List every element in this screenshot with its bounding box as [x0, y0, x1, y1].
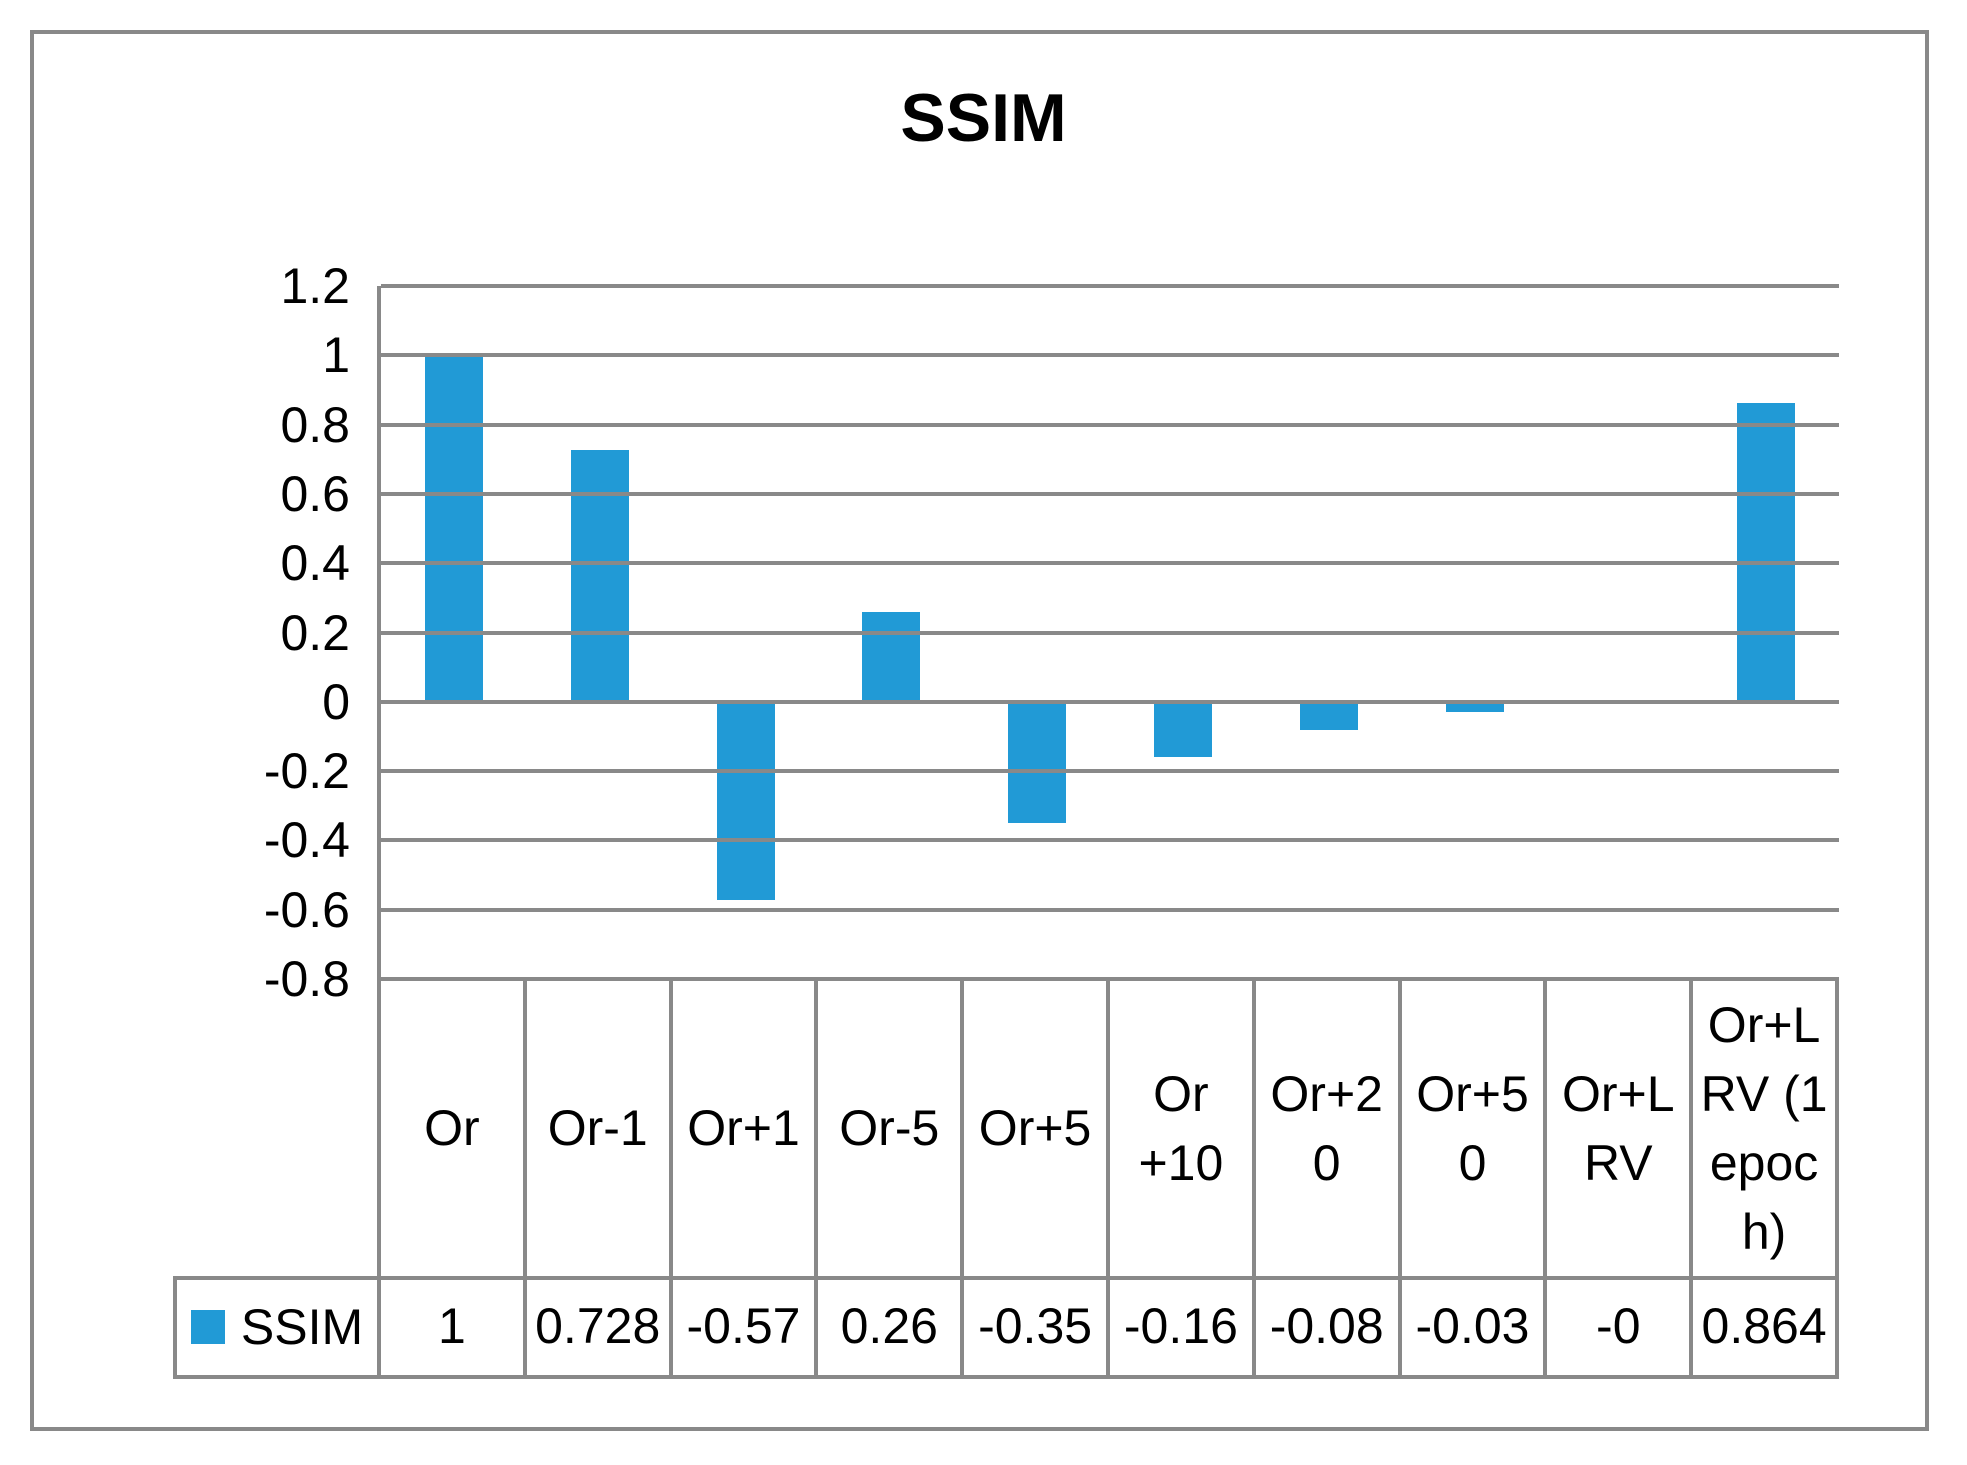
table-column-border — [1835, 977, 1839, 1379]
category-header-cell: Or-1 — [547, 1100, 648, 1156]
bar — [1153, 702, 1212, 758]
category-header-cell: Or+1 — [687, 1100, 800, 1156]
y-axis-tick-label: -0.6 — [263, 881, 350, 938]
legend-label: SSIM — [240, 1298, 364, 1355]
value-cell: -0.16 — [1123, 1298, 1238, 1354]
legend-marker-icon — [190, 1309, 225, 1344]
bar — [570, 449, 629, 702]
category-header-cell: Or+2 0 — [1270, 1065, 1383, 1191]
y-axis-tick-label: 0.6 — [280, 465, 350, 522]
value-cell: 0.26 — [840, 1298, 938, 1354]
bar — [862, 611, 921, 702]
gridline — [381, 630, 1839, 635]
bar — [1008, 702, 1067, 824]
bar — [424, 355, 483, 702]
y-axis-tick-label: -0.2 — [263, 743, 350, 800]
value-cell: -0.03 — [1415, 1298, 1530, 1354]
bar — [716, 702, 775, 900]
table-row-border — [173, 1276, 1839, 1280]
y-axis-tick-label: 1 — [322, 327, 350, 384]
table-column-border — [1397, 977, 1402, 1379]
gridline — [381, 284, 1839, 288]
table-column-border — [668, 977, 673, 1379]
category-header-cell: Or +10 — [1138, 1065, 1224, 1191]
bar — [1299, 702, 1358, 730]
y-axis-tick-label: -0.4 — [263, 812, 350, 869]
y-axis-tick-label: -0.8 — [263, 951, 350, 1007]
table-column-border — [522, 977, 527, 1379]
gridline — [381, 699, 1839, 704]
chart-title: SSIM — [900, 80, 1067, 156]
gridline — [381, 491, 1839, 496]
table-column-border — [377, 977, 381, 1379]
value-cell: 1 — [437, 1298, 466, 1354]
table-column-border — [1251, 977, 1256, 1379]
gridline — [381, 353, 1839, 358]
category-header-cell: Or-5 — [839, 1100, 940, 1156]
table-bottom-border — [173, 1375, 1839, 1379]
gridline — [381, 907, 1839, 912]
value-cell: -0.35 — [978, 1298, 1093, 1354]
table-column-border — [814, 977, 819, 1379]
gridline — [381, 838, 1839, 843]
category-header-cell: Or+5 — [978, 1100, 1092, 1156]
gridline — [381, 561, 1839, 566]
table-column-border — [1689, 977, 1694, 1379]
category-header-cell: Or — [424, 1100, 480, 1156]
legend-cell: SSIM — [177, 1278, 377, 1375]
value-cell: 0.728 — [535, 1298, 661, 1354]
y-axis-tick-label: 0.8 — [280, 396, 350, 453]
chart-border — [30, 30, 1929, 1431]
gridline — [381, 977, 1839, 981]
y-axis-tick-label: 0 — [322, 673, 350, 730]
value-cell: -0 — [1596, 1298, 1641, 1354]
table-column-border — [1106, 977, 1110, 1379]
category-header-cell: Or+L RV — [1562, 1065, 1675, 1191]
value-cell: 0.864 — [1701, 1298, 1827, 1354]
value-cell: -0.57 — [686, 1298, 801, 1354]
bar — [1445, 702, 1504, 713]
plot-area — [377, 284, 1839, 981]
y-axis-tick-label: 1.2 — [280, 258, 350, 314]
table-column-border — [1543, 977, 1548, 1379]
legend-cell-border — [173, 1276, 177, 1379]
gridline — [381, 422, 1839, 427]
bar — [1737, 402, 1796, 702]
y-axis-tick-label: 0.4 — [280, 535, 350, 592]
category-header-cell: Or+L RV (1 epoc h) — [1700, 996, 1828, 1260]
category-header-cell: Or+5 0 — [1416, 1065, 1529, 1191]
gridline — [381, 769, 1839, 774]
value-cell: -0.08 — [1269, 1298, 1384, 1354]
y-axis-tick-label: 0.2 — [280, 604, 350, 661]
table-column-border — [960, 977, 965, 1379]
